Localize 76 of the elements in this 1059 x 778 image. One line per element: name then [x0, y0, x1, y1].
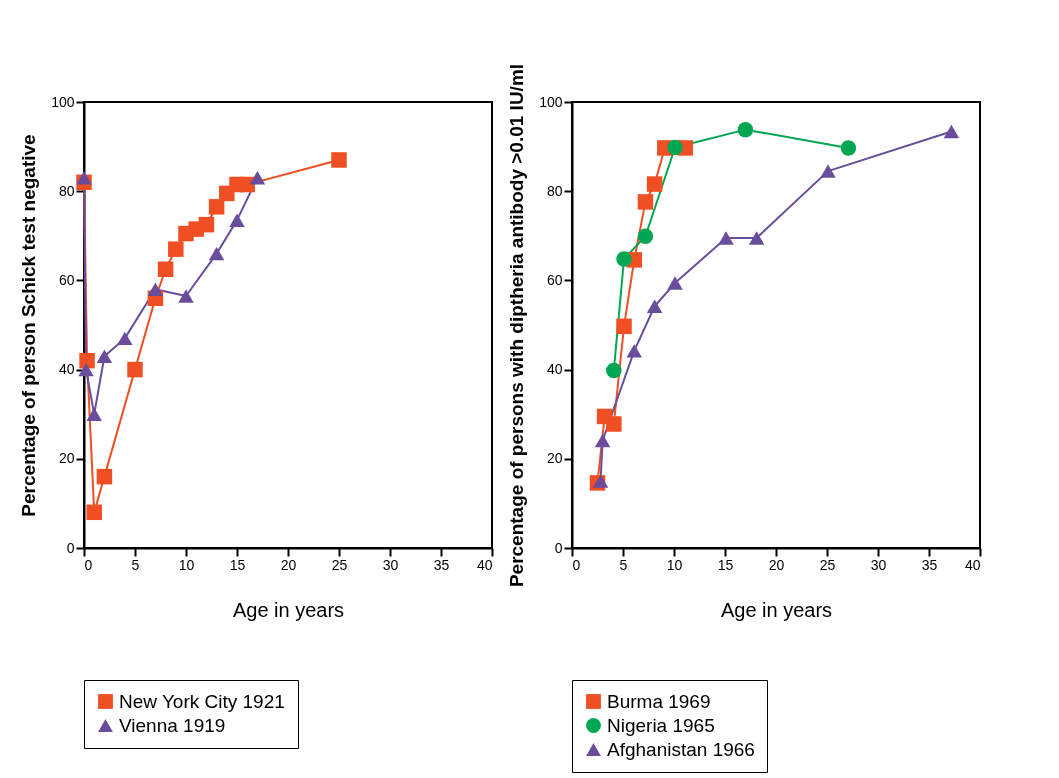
- legend-label: Burma 1969: [607, 690, 711, 712]
- legend-label: New York City 1921: [119, 690, 285, 712]
- point: [157, 261, 174, 277]
- y-tick-label: 100: [539, 93, 563, 110]
- legend-label: Nigeria 1965: [607, 714, 715, 736]
- y-tick-label: 60: [546, 271, 563, 288]
- point: [606, 416, 622, 432]
- y-tick-label: 100: [51, 93, 75, 110]
- point: [198, 216, 215, 233]
- point: [943, 124, 960, 139]
- point: [737, 121, 754, 138]
- legend-label: Afghanistan 1966: [607, 738, 755, 760]
- y-tick-label: 60: [58, 271, 75, 288]
- point: [718, 231, 734, 245]
- x-tick-label: 30: [870, 556, 887, 573]
- y-tick-label: 0: [554, 539, 563, 556]
- point: [667, 276, 683, 290]
- point: [86, 407, 102, 421]
- x-tick-label: 30: [382, 556, 399, 573]
- x-tick-label: 10: [178, 556, 195, 573]
- point: [229, 213, 245, 227]
- y-axis-title: Percentage of person Schick test negative: [18, 134, 40, 517]
- point: [331, 152, 347, 168]
- point: [147, 282, 164, 297]
- y-tick-label: 80: [58, 182, 75, 199]
- point: [637, 228, 654, 244]
- point: [86, 504, 102, 521]
- y-tick-label: 40: [58, 361, 75, 378]
- point: [168, 241, 184, 257]
- x-tick-label: 5: [619, 556, 628, 573]
- x-tick-label: 5: [131, 556, 140, 573]
- point: [96, 349, 113, 363]
- x-tick-label: 40: [476, 556, 493, 573]
- x-tick-label: 20: [768, 556, 785, 573]
- y-tick-label: 20: [546, 450, 563, 467]
- x-tick-label: 35: [921, 556, 938, 573]
- x-tick-label: 15: [717, 556, 734, 573]
- point: [626, 344, 642, 358]
- point: [127, 361, 143, 378]
- x-axis-title: Age in years: [720, 598, 833, 621]
- legend-label: Vienna 1919: [119, 714, 226, 736]
- x-tick-label: 15: [229, 556, 246, 573]
- point: [646, 176, 663, 192]
- point: [208, 199, 225, 215]
- y-axis-title: Percentage of persons with diptheria antibody >0.01 IU/ml: [506, 63, 528, 588]
- x-tick-label: 0: [572, 556, 581, 573]
- point: [117, 331, 133, 346]
- point: [78, 362, 94, 377]
- point: [249, 171, 266, 185]
- x-tick-label: 20: [280, 556, 297, 573]
- y-tick-label: 20: [58, 450, 75, 467]
- point: [208, 246, 225, 261]
- point: [616, 318, 632, 335]
- point: [840, 140, 857, 156]
- y-tick-label: 0: [66, 539, 75, 556]
- point: [646, 299, 663, 313]
- point: [178, 289, 194, 303]
- point: [748, 231, 765, 245]
- x-axis-title: Age in years: [232, 598, 345, 621]
- point: [96, 468, 113, 485]
- point: [606, 362, 622, 379]
- point: [820, 164, 836, 178]
- point: [637, 194, 654, 210]
- point: [79, 352, 95, 369]
- x-tick-label: 35: [433, 556, 450, 573]
- point: [667, 139, 683, 156]
- x-tick-label: 0: [84, 556, 93, 573]
- y-tick-label: 80: [546, 182, 563, 199]
- x-tick-label: 25: [331, 556, 348, 573]
- point: [76, 171, 92, 185]
- x-tick-label: 40: [964, 556, 981, 573]
- point: [594, 433, 611, 448]
- y-tick-label: 40: [546, 361, 563, 378]
- point: [616, 251, 632, 267]
- x-tick-label: 25: [819, 556, 836, 573]
- x-tick-label: 10: [666, 556, 683, 573]
